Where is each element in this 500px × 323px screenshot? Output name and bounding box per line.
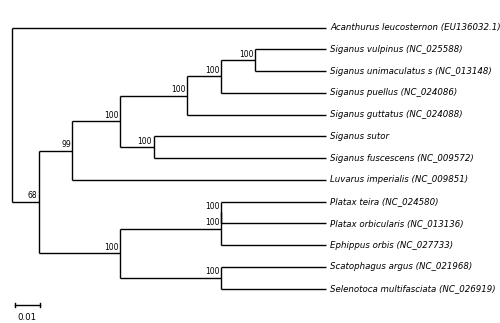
Text: Siganus fuscescens (NC_009572): Siganus fuscescens (NC_009572) <box>330 154 474 162</box>
Text: Acanthurus leucosternon (EU136032.1): Acanthurus leucosternon (EU136032.1) <box>330 23 500 32</box>
Text: 100: 100 <box>104 111 118 120</box>
Text: 100: 100 <box>172 85 186 94</box>
Text: Siganus sutor: Siganus sutor <box>330 132 389 141</box>
Text: 100: 100 <box>138 137 152 146</box>
Text: 100: 100 <box>206 218 220 227</box>
Text: Siganus unimaculatus s (NC_013148): Siganus unimaculatus s (NC_013148) <box>330 67 492 76</box>
Text: Siganus vulpinus (NC_025588): Siganus vulpinus (NC_025588) <box>330 45 462 54</box>
Text: Siganus guttatus (NC_024088): Siganus guttatus (NC_024088) <box>330 110 462 119</box>
Text: 68: 68 <box>28 192 37 201</box>
Text: Selenotoca multifasciata (NC_026919): Selenotoca multifasciata (NC_026919) <box>330 284 496 293</box>
Text: Luvarus imperialis (NC_009851): Luvarus imperialis (NC_009851) <box>330 175 468 184</box>
Text: 0.01: 0.01 <box>18 313 37 322</box>
Text: 100: 100 <box>206 202 220 211</box>
Text: 99: 99 <box>62 140 71 149</box>
Text: Platax teira (NC_024580): Platax teira (NC_024580) <box>330 197 438 206</box>
Text: 100: 100 <box>206 267 220 276</box>
Text: Scatophagus argus (NC_021968): Scatophagus argus (NC_021968) <box>330 262 472 271</box>
Text: 100: 100 <box>104 243 118 252</box>
Text: Platax orbicularis (NC_013136): Platax orbicularis (NC_013136) <box>330 219 464 228</box>
Text: 100: 100 <box>239 50 254 59</box>
Text: Siganus puellus (NC_024086): Siganus puellus (NC_024086) <box>330 88 458 97</box>
Text: 100: 100 <box>206 66 220 75</box>
Text: Ephippus orbis (NC_027733): Ephippus orbis (NC_027733) <box>330 241 453 250</box>
